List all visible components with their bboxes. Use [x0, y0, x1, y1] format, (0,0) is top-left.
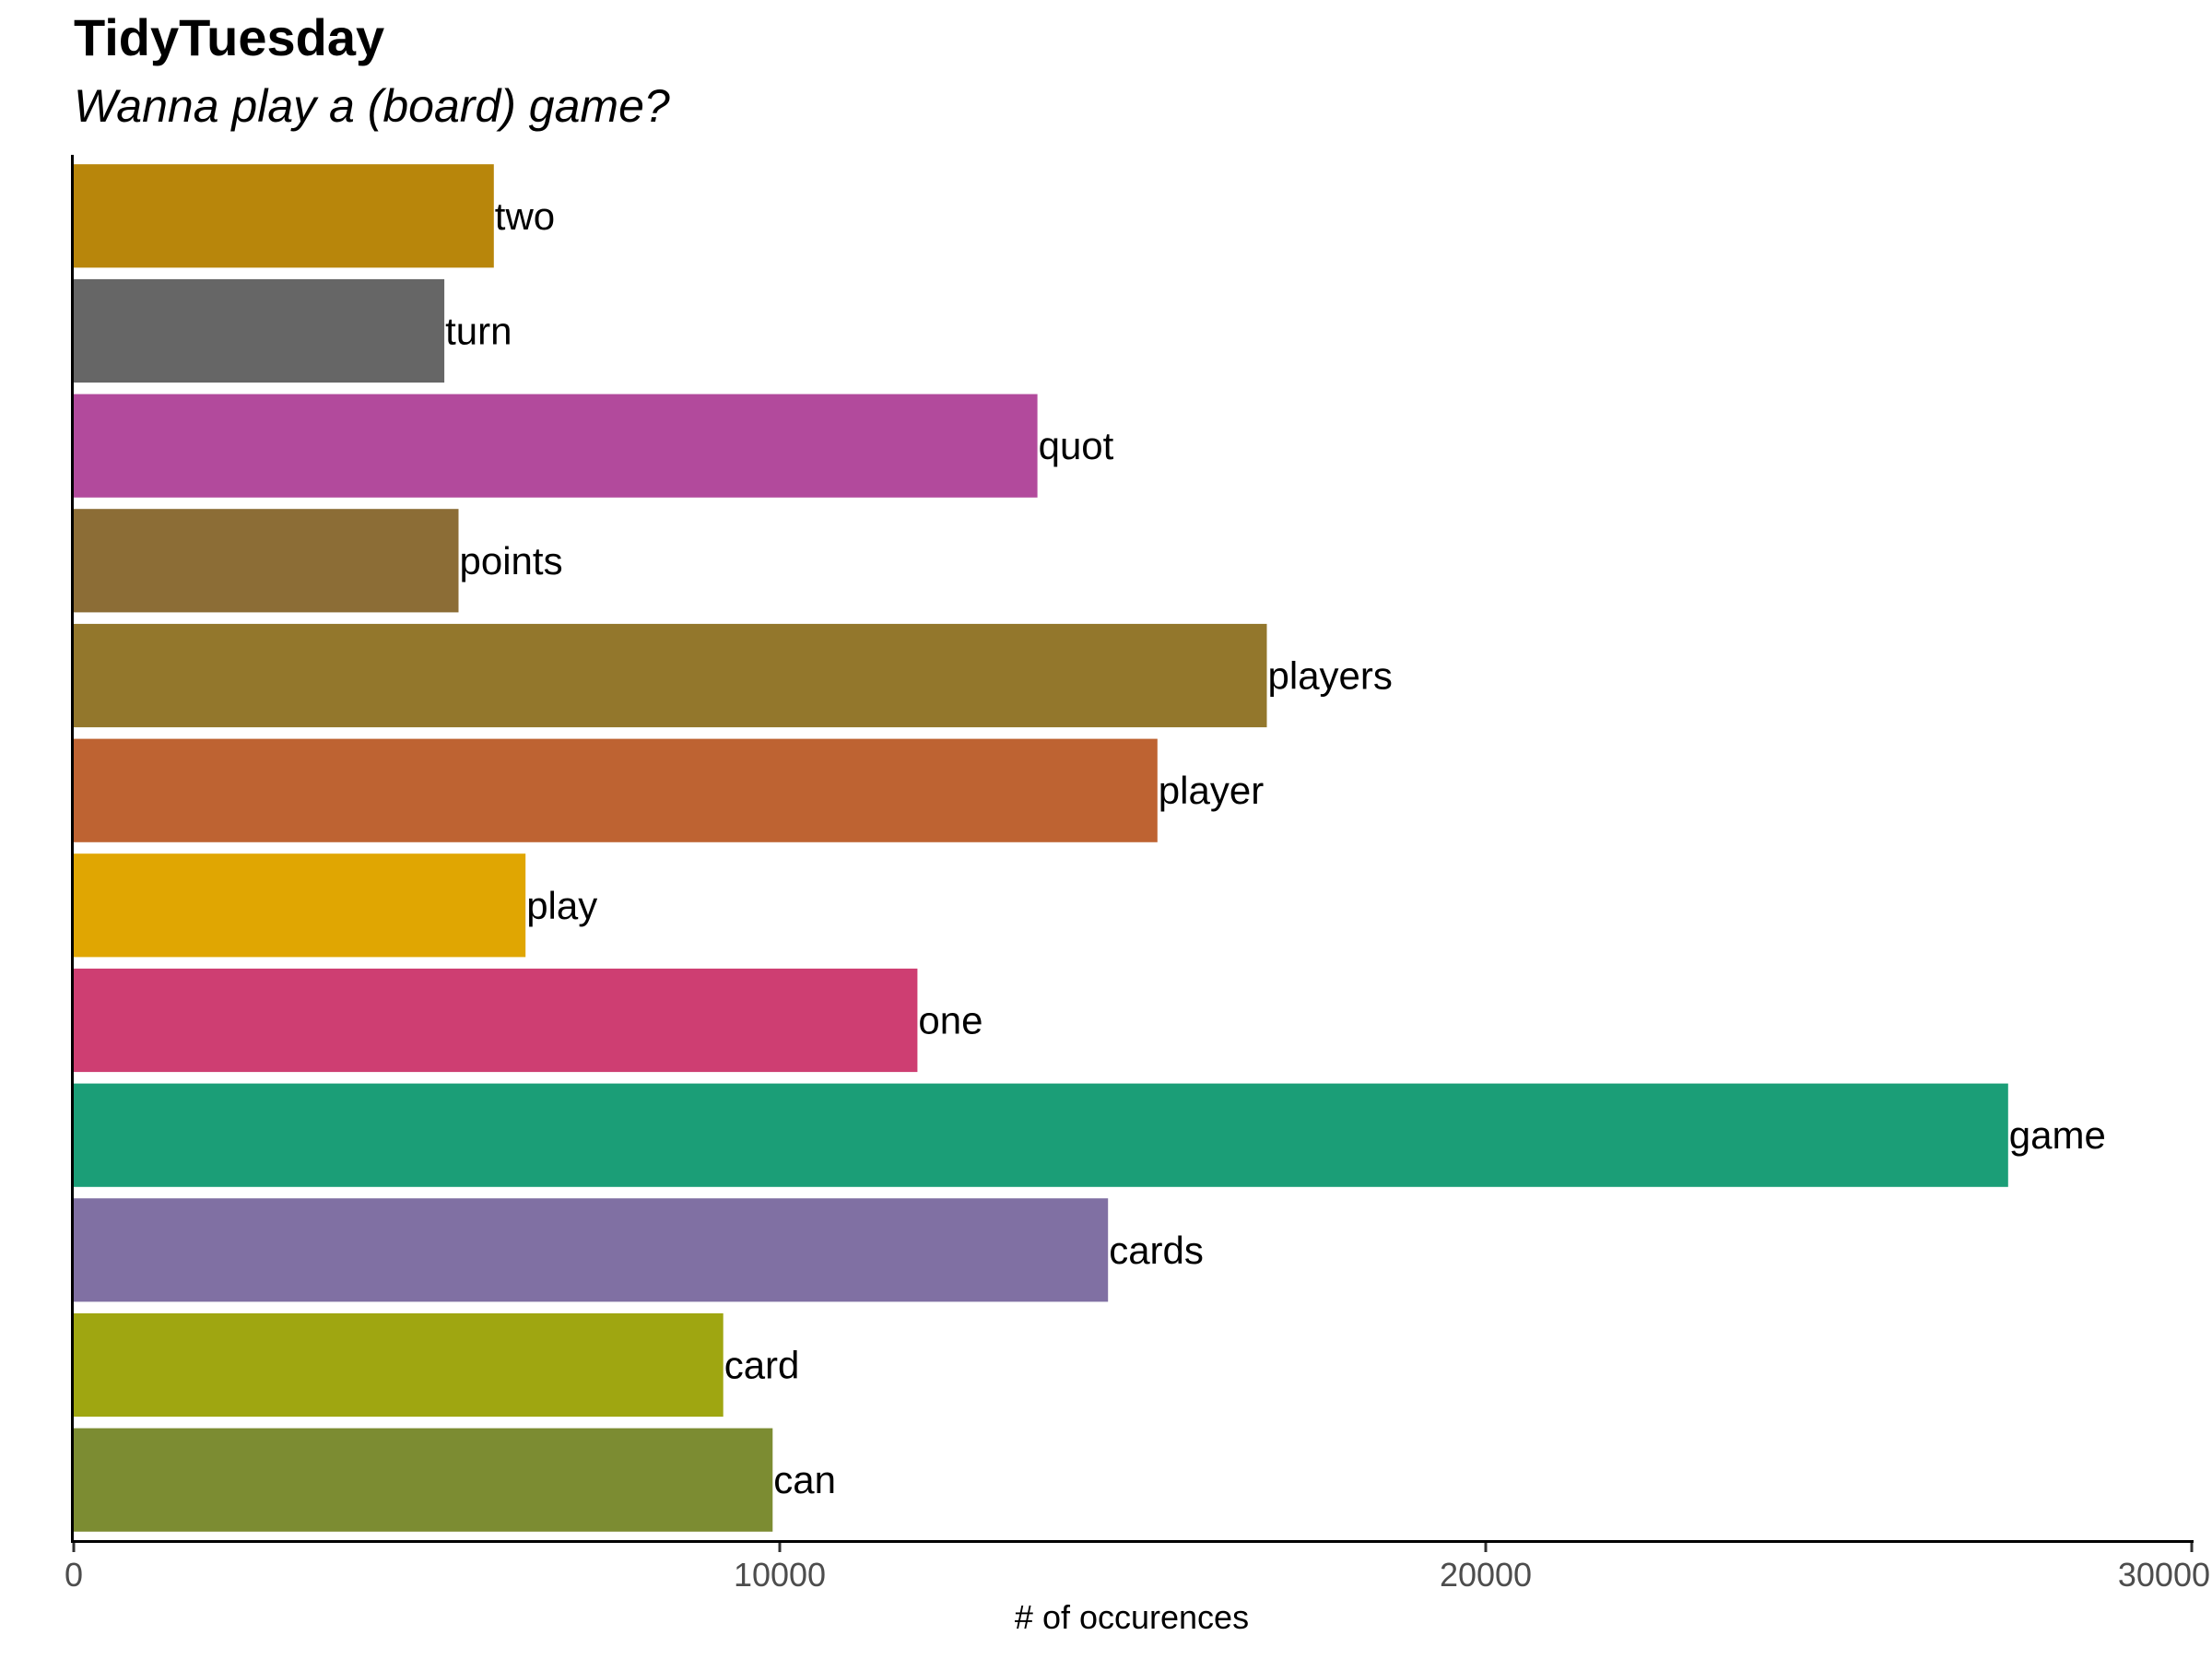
chart-subtitle: Wanna play a (board) game? — [74, 80, 670, 132]
bar-two — [74, 164, 494, 268]
x-tick-label: 20000 — [1440, 1556, 1532, 1594]
x-tick-label: 10000 — [734, 1556, 826, 1594]
bar-label-play: play — [526, 884, 597, 927]
bar-label-card: card — [724, 1344, 800, 1387]
bar-play — [74, 853, 526, 958]
bar-player — [74, 738, 1158, 842]
bar-label-game: game — [2009, 1113, 2106, 1157]
bar-can — [74, 1428, 773, 1532]
bars-layer — [74, 164, 2008, 1532]
bar-label-cards: cards — [1109, 1229, 1204, 1272]
bar-label-points: points — [460, 539, 563, 582]
bar-one — [74, 968, 918, 1073]
bar-label-one: one — [918, 999, 982, 1042]
x-axis-ticks: 0 10000 20000 30000 — [65, 1543, 2210, 1594]
bar-cards — [74, 1198, 1109, 1302]
x-tick-label: 30000 — [2118, 1556, 2210, 1594]
x-tick-label: 0 — [65, 1556, 83, 1594]
bar-players — [74, 623, 1267, 728]
bar-turn — [74, 278, 445, 383]
bar-quot — [74, 394, 1038, 498]
chart-title: TidyTuesday — [74, 8, 384, 66]
bar-label-players: players — [1268, 654, 1393, 698]
bar-label-two: two — [495, 194, 555, 238]
bar-label-can: can — [773, 1458, 836, 1501]
bar-card — [74, 1312, 724, 1418]
x-axis-title: # of occurences — [1015, 1598, 1249, 1636]
bar-label-player: player — [1159, 769, 1264, 812]
bar-label-quot: quot — [1039, 424, 1114, 467]
bar-game — [74, 1083, 2008, 1187]
bar-labels-layer: two turn quot points players player play one gam… — [445, 194, 2106, 1501]
bar-label-turn: turn — [445, 310, 512, 353]
bar-points — [74, 509, 459, 613]
